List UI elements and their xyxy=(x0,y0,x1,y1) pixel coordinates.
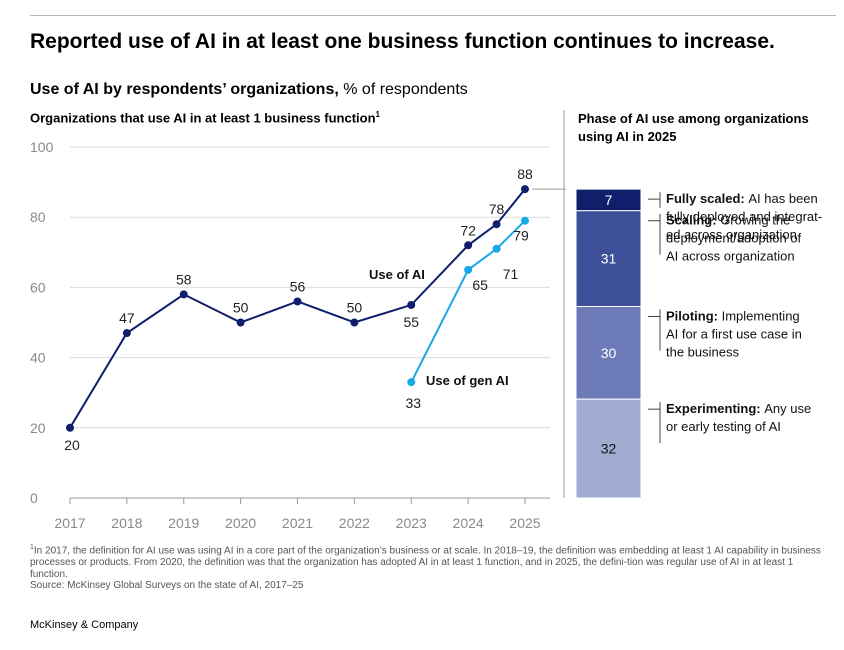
y-tick-label: 40 xyxy=(30,350,46,366)
y-tick-label: 60 xyxy=(30,279,46,295)
annotation-text-line: or early testing of AI xyxy=(666,419,781,434)
x-tick-label: 2019 xyxy=(168,515,199,531)
bar-segment-piloting xyxy=(575,305,642,400)
source-note: Source: McKinsey Global Surveys on the s… xyxy=(30,580,304,591)
annotation-text-line: deployment/adoption of xyxy=(666,231,802,246)
footnote: 1In 2017, the definition for AI use was … xyxy=(30,542,830,581)
stacked-bar-title: Phase of AI use among organizations usin… xyxy=(578,111,809,144)
data-point-ai xyxy=(293,297,302,306)
annotation-text-bold: Experimenting: xyxy=(666,401,764,416)
data-label-ai: 58 xyxy=(176,271,192,287)
data-label-gen-ai: 33 xyxy=(405,395,421,411)
annotation-text: Experimenting: Any use xyxy=(666,401,811,416)
annotation-text-line: Growing the xyxy=(720,213,790,228)
annotation-text-bold: Piloting: xyxy=(666,308,722,323)
top-divider xyxy=(30,15,836,16)
bar-segment-label: 31 xyxy=(601,251,617,267)
bar-segment-experimenting xyxy=(575,398,642,499)
data-label-ai: 72 xyxy=(460,222,476,238)
annotation-text-line: ed across organization xyxy=(666,227,797,242)
data-label-ai: 50 xyxy=(347,300,363,316)
headline: Reported use of AI in at least one busin… xyxy=(30,30,775,53)
series-line-use-of-ai xyxy=(69,188,526,429)
x-tick-label: 2017 xyxy=(54,515,85,531)
bar-segment-label: 7 xyxy=(605,192,613,208)
footnote-text: In 2017, the definition for AI use was u… xyxy=(30,545,821,581)
brand-label: McKinsey & Company xyxy=(30,619,139,631)
data-point-gen-ai xyxy=(464,265,473,274)
y-tick-label: 100 xyxy=(30,139,54,155)
data-label-gen-ai: 65 xyxy=(472,277,488,293)
x-tick-label: 2023 xyxy=(396,515,427,531)
x-tick-label: 2024 xyxy=(453,515,484,531)
y-tick-label: 0 xyxy=(30,490,38,506)
series-label-use-of-ai: Use of AI xyxy=(369,267,425,282)
data-point-ai xyxy=(179,290,188,299)
x-tick-label: 2025 xyxy=(509,515,540,531)
data-point-ai xyxy=(492,220,501,229)
bar-segment-label: 30 xyxy=(601,345,617,361)
series-label-use-of-gen-ai: Use of gen AI xyxy=(426,373,509,388)
bar-segment-label: 32 xyxy=(601,441,617,457)
x-tick-label: 2020 xyxy=(225,515,256,531)
data-point-ai xyxy=(464,241,473,250)
footnote-marker: 1 xyxy=(30,544,34,551)
data-label-ai: 56 xyxy=(290,278,306,294)
data-point-ai xyxy=(521,185,529,194)
data-point-ai xyxy=(236,318,245,327)
data-point-ai xyxy=(407,300,416,309)
annotation-text-line: Any use xyxy=(764,401,811,416)
data-point-ai xyxy=(66,423,74,432)
annotation-text-line: Implementing xyxy=(722,308,800,323)
annotation-text-line: AI has been xyxy=(748,191,817,206)
data-label-ai: 55 xyxy=(403,314,419,330)
series-line-use-of-gen-ai xyxy=(410,219,526,383)
annotation-text: Piloting: Implementing xyxy=(666,308,800,323)
data-label-ai: 88 xyxy=(517,166,533,182)
data-label-ai: 20 xyxy=(64,437,80,453)
annotation-text-line: the business xyxy=(666,344,739,359)
subtitle-unit: % of respondents xyxy=(338,81,468,98)
data-point-gen-ai xyxy=(521,216,529,225)
line-chart-title: Organizations that use AI in at least 1 … xyxy=(30,110,380,125)
data-label-ai: 50 xyxy=(233,300,249,316)
x-tick-label: 2018 xyxy=(111,515,142,531)
annotation-text-line: AI for a first use case in xyxy=(666,326,802,341)
data-label-ai: 47 xyxy=(119,310,135,326)
annotation-text-bold: Scaling: xyxy=(666,213,720,228)
bar-segment-scaling xyxy=(575,210,642,307)
annotation-text-line: AI across organization xyxy=(666,249,795,264)
annotation-text-bold: Fully scaled: xyxy=(666,191,748,206)
data-point-gen-ai xyxy=(407,378,416,387)
annotation-text: Fully scaled: AI has been xyxy=(666,191,818,206)
subtitle-bold: Use of AI by respondents’ organizations, xyxy=(30,81,339,98)
line-chart-title-text: Organizations that use AI in at least 1 … xyxy=(30,110,376,126)
x-tick-label: 2022 xyxy=(339,515,370,531)
x-tick-label: 2021 xyxy=(282,515,313,531)
y-tick-label: 20 xyxy=(30,420,46,436)
annotation-text: Scaling: Growing the xyxy=(666,213,790,228)
footnote-ref: 1 xyxy=(375,110,380,119)
y-tick-label: 80 xyxy=(30,209,46,225)
data-label-gen-ai: 79 xyxy=(513,228,529,244)
data-point-gen-ai xyxy=(492,244,501,253)
annotation-text-line: fully deployed and integrat- xyxy=(666,209,822,224)
data-point-ai xyxy=(122,329,131,338)
data-label-gen-ai: 71 xyxy=(503,266,519,282)
data-point-ai xyxy=(350,318,359,327)
subtitle: Use of AI by respondents’ organizations,… xyxy=(30,81,468,99)
data-label-ai: 78 xyxy=(489,201,505,217)
